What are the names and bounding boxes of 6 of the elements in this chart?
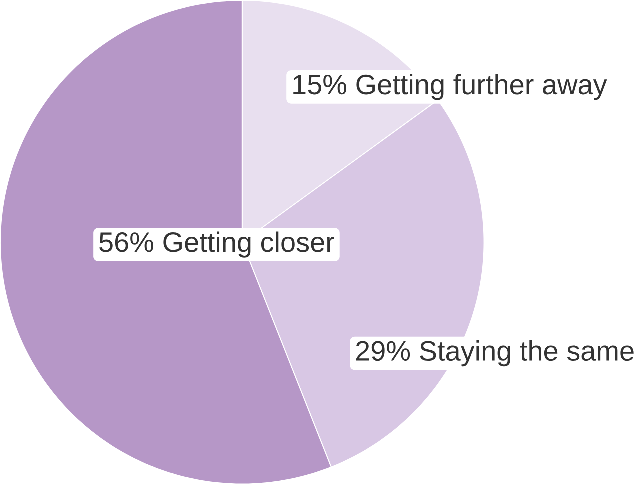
data-label: 29% [356, 341, 410, 362]
slice-label: Getting further away [356, 74, 608, 100]
data-label: 56% [100, 232, 154, 252]
slice-label: Getting closer [164, 232, 334, 258]
slice-label: Staying the same [420, 340, 634, 367]
data-label: 15% [294, 75, 347, 95]
